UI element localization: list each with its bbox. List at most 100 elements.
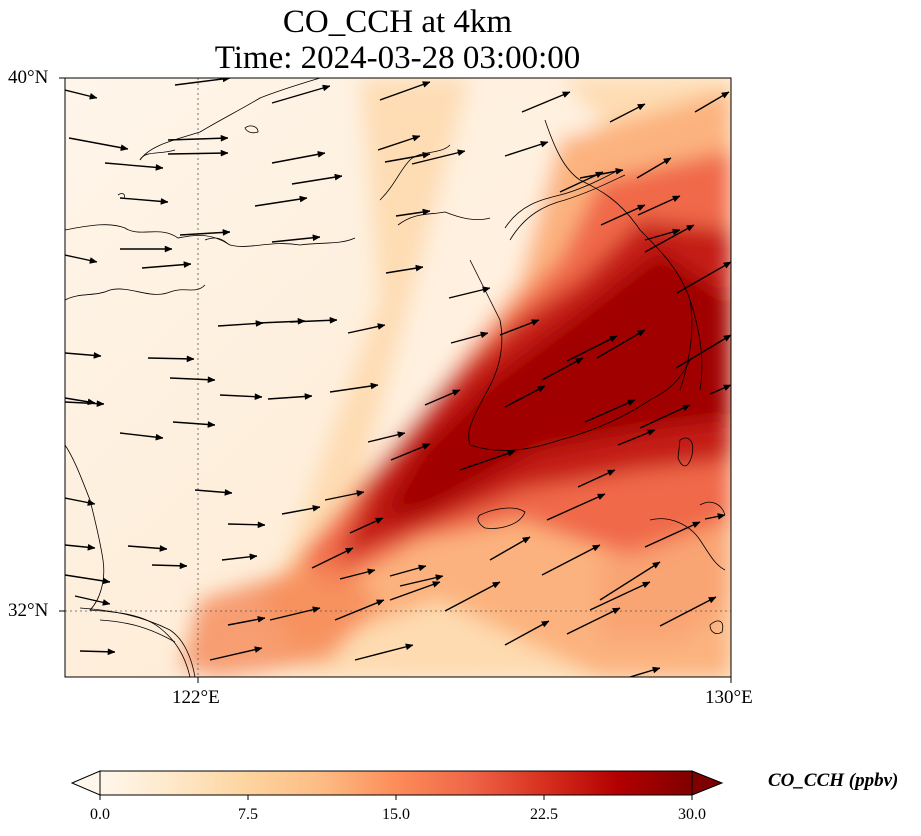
wind-arrowhead <box>356 490 365 497</box>
wind-arrow <box>639 404 691 429</box>
wind-arrow <box>119 197 169 203</box>
wind-arrowhead <box>721 91 730 99</box>
wind-arrow <box>65 574 111 583</box>
wind-arrow <box>384 153 431 163</box>
wind-arrowhead <box>179 562 188 570</box>
wind-arrowhead <box>155 164 164 171</box>
wind-arrowhead <box>457 149 466 157</box>
wind-vectors <box>65 78 731 677</box>
wind-arrowhead <box>637 329 646 337</box>
wind-arrow <box>167 152 229 155</box>
wind-arrowhead <box>432 581 441 588</box>
wind-arrowhead <box>222 78 231 83</box>
wind-arrowhead <box>334 173 343 181</box>
wind-arrowhead <box>367 568 376 576</box>
wind-arrow <box>179 231 231 236</box>
wind-arrow <box>444 581 501 612</box>
wind-arrow <box>600 204 646 226</box>
colorbar-tick-0: 0.0 <box>90 806 110 823</box>
wind-arrowhead <box>299 195 308 203</box>
wind-arrowhead <box>254 393 263 401</box>
wind-arrow <box>584 399 636 423</box>
wind-arrow <box>379 81 431 101</box>
wind-arrowhead <box>615 168 624 175</box>
wind-arrowhead <box>249 553 258 561</box>
wind-arrowhead <box>254 646 263 653</box>
wind-arrowhead <box>312 504 321 512</box>
wind-arrowhead <box>186 355 195 363</box>
wind-arrow <box>579 169 624 179</box>
colorbar-tick-3: 22.5 <box>530 806 558 823</box>
wind-arrowhead <box>663 157 672 165</box>
colorbar-extend-high <box>691 770 724 796</box>
wind-arrow <box>399 575 444 587</box>
wind-arrow <box>271 236 321 243</box>
wind-arrowhead <box>312 234 321 242</box>
wind-arrowhead <box>723 261 731 269</box>
wind-arrowhead <box>522 536 531 544</box>
wind-arrowhead <box>723 384 731 391</box>
wind-arrowhead <box>397 431 406 438</box>
wind-arrowhead <box>422 208 431 216</box>
colorbar-tick-2: 15.0 <box>382 806 410 823</box>
wind-arrowhead <box>257 521 266 529</box>
wind-arrow <box>596 329 646 359</box>
wind-arrow <box>167 137 229 141</box>
wind-arrowhead <box>102 599 111 606</box>
wind-arrow <box>329 384 379 393</box>
wind-arrowhead <box>507 450 516 457</box>
wind-arrowhead <box>540 141 549 148</box>
wind-arrowhead <box>717 513 726 520</box>
wind-arrow <box>675 334 731 369</box>
wind-arrow <box>267 395 313 400</box>
wind-arrowhead <box>220 149 229 157</box>
wind-arrow <box>637 195 681 216</box>
gridlines <box>65 78 731 677</box>
wind-arrow <box>459 450 516 471</box>
wind-arrowhead <box>637 204 646 212</box>
wind-arrowhead <box>120 144 129 151</box>
concentration-field <box>65 78 731 677</box>
wind-arrowhead <box>317 151 326 158</box>
wind-arrowhead <box>415 264 424 272</box>
wind-arrowhead <box>207 421 216 428</box>
wind-arrowhead <box>107 648 116 656</box>
wind-arrow <box>291 175 343 185</box>
wind-arrowhead <box>652 561 661 569</box>
wind-arrow <box>599 561 661 601</box>
wind-arrowhead <box>222 229 231 236</box>
wind-arrow <box>541 544 601 576</box>
wind-arrowhead <box>375 517 384 525</box>
wind-arrowhead <box>418 564 427 572</box>
wind-arrow <box>68 137 129 150</box>
wind-arrowhead <box>87 499 96 506</box>
wind-arrow <box>174 78 231 86</box>
lat-label-32n: 32°N <box>8 600 49 621</box>
map-title: CO_CCH at 4km <box>282 4 513 40</box>
wind-arrowhead <box>159 545 168 552</box>
wind-arrow <box>504 141 549 157</box>
wind-arrowhead <box>304 393 313 400</box>
wind-arrowhead <box>708 596 717 604</box>
wind-arrow <box>269 607 321 621</box>
colorbar-tick-4: 30.0 <box>678 806 706 823</box>
colorbar-extend-low <box>70 770 101 796</box>
wind-arrow <box>147 357 195 360</box>
wind-arrowhead <box>672 228 681 236</box>
wind-arrowhead <box>692 521 701 529</box>
wind-arrowhead <box>537 385 546 393</box>
wind-arrowhead <box>155 433 164 441</box>
wind-arrow <box>566 607 621 635</box>
wind-arrowhead <box>452 389 461 396</box>
wind-arrow <box>271 85 331 104</box>
wind-arrow <box>644 224 695 253</box>
wind-arrowhead <box>183 261 192 268</box>
wind-arrowhead <box>652 666 661 674</box>
wind-arrowhead <box>612 607 621 615</box>
wind-arrow <box>521 91 571 113</box>
axis-ticks <box>59 77 732 683</box>
colorbar-gradient <box>99 770 693 796</box>
wind-arrow <box>377 135 421 151</box>
wind-arrowhead <box>642 581 651 589</box>
wind-arrowhead <box>482 286 491 294</box>
